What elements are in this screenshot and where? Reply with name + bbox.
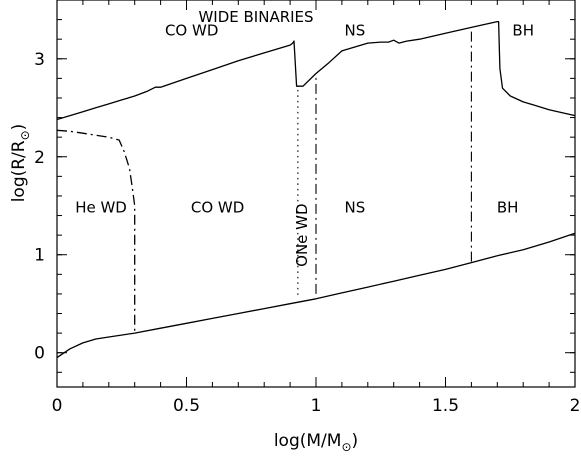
chart-title: WIDE BINARIES [198, 8, 313, 26]
x-tick-label: 2 [570, 396, 581, 416]
x-tick-label: 1 [311, 396, 322, 416]
x-tick-label: 1.5 [432, 396, 459, 416]
y-tick-label: 2 [34, 148, 45, 168]
region-label: NS [344, 21, 365, 39]
region-label: BH [497, 199, 519, 217]
x-tick-label: 0.5 [173, 396, 200, 416]
region-label: BH [512, 21, 534, 39]
x-tick-label: 0 [52, 396, 63, 416]
x-axis-label: log(M/M⊙) [274, 431, 358, 454]
y-tick-label: 0 [34, 344, 45, 364]
region-label: CO WD [191, 199, 244, 217]
region-label: He WD [75, 199, 127, 217]
series-line-2 [56, 232, 576, 359]
y-axis-label: log(R/R⊙) [9, 124, 32, 203]
region-label: CO WD [165, 21, 218, 39]
region-label: NS [344, 199, 365, 217]
region-label-vertical: ONe WD [293, 203, 311, 266]
series-line-3 [56, 129, 136, 334]
chart-marks: 0 0.5 1 1.5 2 0 1 2 3 CO WD NS BH He WD CO WD NS BH ONe … [34, 0, 580, 416]
y-tick-label: 1 [34, 246, 45, 266]
series-line-1 [56, 20, 576, 121]
y-tick-label: 3 [34, 50, 45, 70]
